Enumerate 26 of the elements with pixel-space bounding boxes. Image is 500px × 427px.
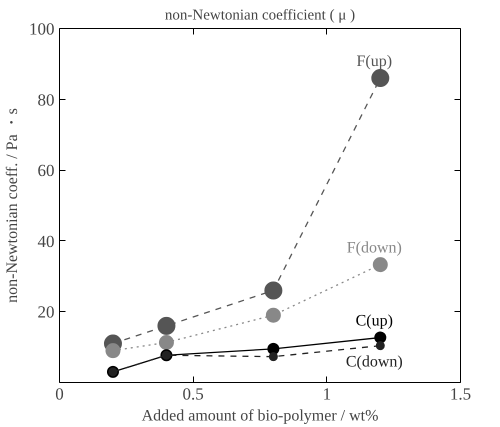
point bbox=[376, 341, 385, 350]
y-tick-label: 80 bbox=[38, 90, 54, 110]
series-label: F(up) bbox=[356, 53, 392, 70]
x-axis-title: Added amount of bio-polymer / wt% bbox=[142, 408, 378, 424]
x-tick-label: 0.5 bbox=[182, 384, 204, 404]
point bbox=[157, 316, 176, 335]
series-label: C(down) bbox=[346, 354, 403, 371]
series-label: F(down) bbox=[346, 240, 402, 257]
chart-title: non-Newtonian coefficient ( μ ) bbox=[164, 8, 356, 24]
point bbox=[266, 308, 281, 323]
y-tick-label: 40 bbox=[38, 232, 54, 251]
x-tick-label: 0 bbox=[55, 384, 64, 404]
y-tick-label: 60 bbox=[38, 161, 54, 180]
point bbox=[158, 335, 174, 350]
point bbox=[264, 281, 282, 300]
y-tick-label: 100 bbox=[29, 20, 54, 38]
y-axis-title: non-Newtonian coeff. / Pa ・s bbox=[4, 108, 21, 303]
point bbox=[372, 257, 388, 272]
point bbox=[374, 332, 386, 344]
x-tick-label: 1.5 bbox=[450, 384, 472, 404]
point bbox=[371, 69, 390, 88]
point bbox=[105, 343, 120, 358]
point bbox=[268, 352, 278, 362]
x-tick-label: 1 bbox=[322, 384, 332, 404]
y-tick-label: 20 bbox=[38, 302, 54, 322]
series-label: C(up) bbox=[356, 312, 393, 330]
